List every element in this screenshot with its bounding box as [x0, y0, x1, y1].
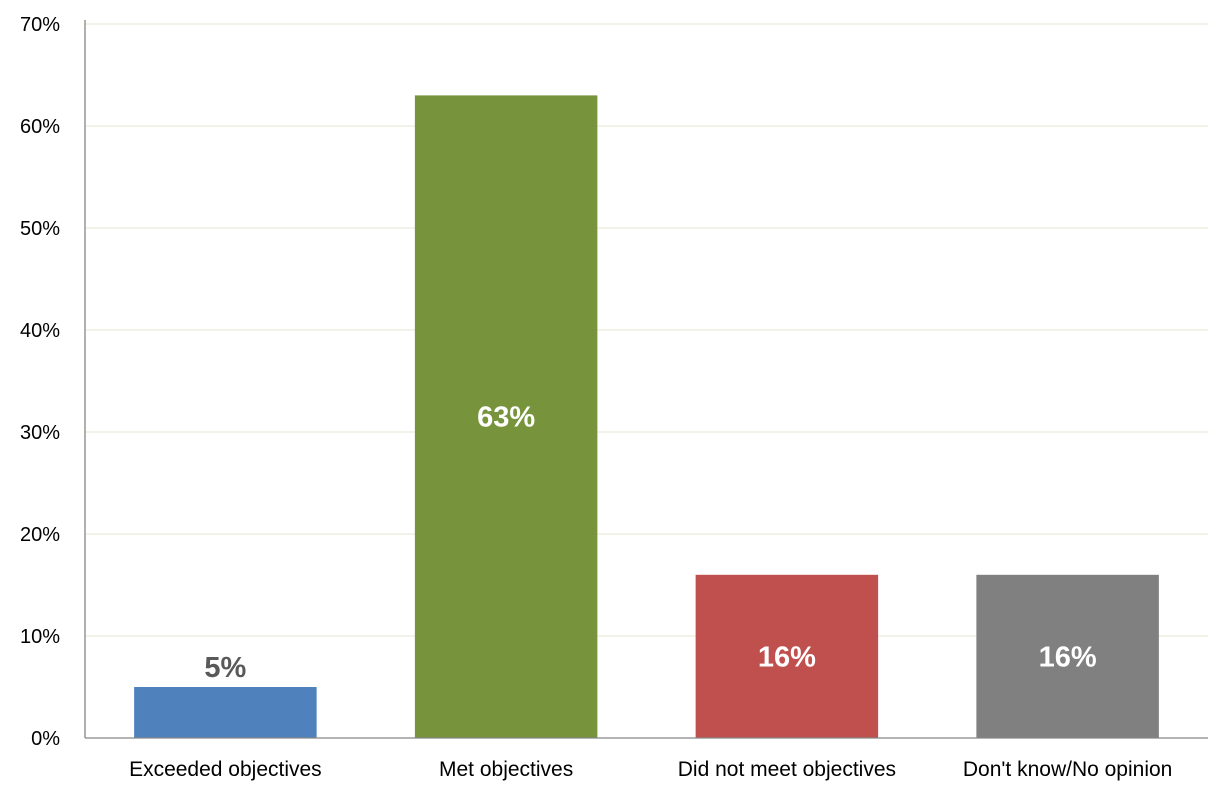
y-tick-labels: 0% 10% 20% 30% 40% 50% 60% 70%	[20, 14, 60, 750]
x-category-label: Don't know/No opinion	[963, 758, 1172, 781]
y-tick-label: 50%	[20, 218, 60, 240]
bar-0	[134, 687, 317, 738]
data-labels: 5% 63% 16% 16%	[204, 402, 1096, 684]
bar-2	[695, 574, 879, 738]
x-category-label: Met objectives	[439, 758, 573, 781]
bars	[134, 95, 1159, 738]
data-label: 16%	[758, 641, 816, 673]
x-category-label: Exceeded objectives	[129, 758, 322, 781]
y-tick-label: 0%	[31, 728, 60, 750]
gridlines	[85, 23, 1208, 637]
y-tick-label: 60%	[20, 116, 60, 138]
y-tick-label: 30%	[20, 422, 60, 444]
y-tick-label: 10%	[20, 626, 60, 648]
bar-3	[976, 574, 1159, 738]
data-label: 16%	[1039, 641, 1097, 673]
x-category-label: Did not meet objectives	[678, 758, 896, 781]
data-label: 63%	[477, 402, 535, 434]
y-tick-label: 20%	[20, 524, 60, 546]
y-tick-label: 40%	[20, 320, 60, 342]
y-tick-label: 70%	[20, 14, 60, 36]
bar-1	[414, 95, 598, 738]
axes	[84, 20, 1208, 739]
x-category-labels: Exceeded objectives Met objectives Did not…	[129, 758, 1172, 781]
data-label: 5%	[204, 652, 246, 684]
